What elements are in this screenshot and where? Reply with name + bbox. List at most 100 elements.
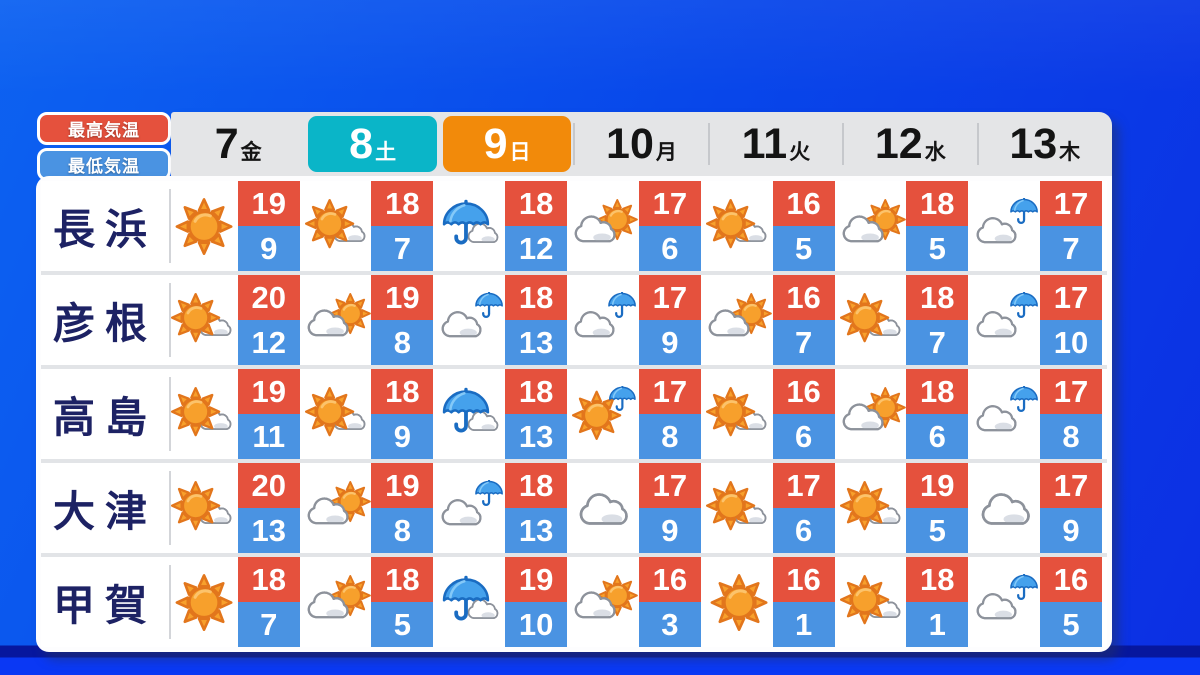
temperature-stack: 18 9 — [371, 369, 434, 459]
weekday-label: 日 — [509, 140, 531, 164]
cloudy-then-rainy-icon — [438, 275, 505, 365]
high-temp: 18 — [906, 557, 969, 602]
temperature-stack: 17 10 — [1039, 275, 1102, 365]
low-temp: 6 — [906, 414, 969, 459]
temperature-stack: 16 3 — [638, 557, 701, 647]
high-temp: 17 — [772, 463, 835, 508]
forecast-cell: 18 13 — [438, 275, 572, 365]
forecast-cell: 18 6 — [840, 369, 974, 459]
forecast-cell: 17 9 — [572, 275, 706, 365]
table-row: 甲賀 18 7 18 5 19 10 16 3 16 1 — [41, 557, 1107, 647]
row-separator — [41, 365, 1107, 369]
low-temp: 13 — [505, 320, 568, 365]
low-temp: 13 — [505, 414, 568, 459]
high-temp: 17 — [638, 369, 701, 414]
city-name-char: 浜 — [104, 205, 147, 253]
date-number: 9 — [483, 119, 508, 168]
weekday-label: 水 — [924, 140, 946, 164]
low-temp: 12 — [505, 226, 568, 271]
forecast-cell: 18 7 — [305, 181, 439, 271]
low-temp: 8 — [1039, 414, 1102, 459]
high-temp: 16 — [638, 557, 701, 602]
low-temp: 9 — [638, 320, 701, 365]
forecast-cell: 18 9 — [305, 369, 439, 459]
sunny-then-cloudy-icon — [305, 369, 372, 459]
high-temp: 18 — [906, 369, 969, 414]
forecast-cell: 17 10 — [973, 275, 1107, 365]
forecast-cell: 17 9 — [572, 463, 706, 553]
city-name: 高島 — [41, 369, 171, 459]
high-temp: 16 — [772, 275, 835, 320]
high-temp: 17 — [1039, 369, 1102, 414]
temperature-stack: 18 7 — [237, 557, 300, 647]
cloudy-then-sunny-icon — [572, 181, 639, 271]
sunny-then-cloudy-icon — [706, 369, 773, 459]
sunny-then-cloudy-icon — [839, 275, 907, 365]
cloudy-icon — [572, 463, 639, 553]
cloudy-then-sunny-icon — [305, 275, 372, 365]
forecast-cell: 19 11 — [171, 369, 305, 459]
temperature-stack: 17 8 — [1039, 369, 1102, 459]
low-temp: 10 — [1039, 320, 1102, 365]
high-temp: 18 — [906, 181, 969, 226]
high-temp: 18 — [505, 463, 568, 508]
low-temp: 8 — [371, 320, 434, 365]
cloudy-then-sunny-icon — [840, 181, 907, 271]
cloudy-then-rainy-icon — [572, 275, 639, 365]
row-separator — [41, 271, 1107, 275]
cloudy-then-rainy-icon — [973, 275, 1040, 365]
low-temp: 6 — [638, 226, 701, 271]
high-temp: 16 — [1039, 557, 1102, 602]
low-temp: 1 — [906, 602, 969, 647]
temperature-stack: 16 6 — [772, 369, 835, 459]
forecast-card: 7 金 8 土 9 日 10 月 11 火 12 水 13 木 長浜 19 9 18 7 18 12 17 6 — [36, 112, 1112, 652]
cloudy-then-sunny-icon — [840, 369, 907, 459]
low-temp: 9 — [237, 226, 300, 271]
temperature-stack: 18 7 — [906, 275, 969, 365]
low-temp: 13 — [505, 508, 568, 553]
forecast-cell: 17 8 — [572, 369, 706, 459]
sunny-then-cloudy-icon — [171, 275, 238, 365]
forecast-cell: 18 7 — [839, 275, 974, 365]
low-temp: 13 — [237, 508, 300, 553]
high-temp: 17 — [638, 463, 701, 508]
city-name-char: 長 — [53, 205, 96, 253]
low-temp: 9 — [638, 508, 701, 553]
date-header-cell: 13 木 — [976, 112, 1112, 176]
temperature-stack: 18 5 — [906, 181, 969, 271]
low-temp: 6 — [772, 508, 835, 553]
low-temp: 5 — [371, 602, 434, 647]
city-name: 大津 — [41, 463, 171, 553]
city-name-char: 島 — [104, 393, 147, 441]
forecast-cell: 20 13 — [171, 463, 305, 553]
low-temp: 7 — [371, 226, 434, 271]
temperature-stack: 19 5 — [906, 463, 969, 553]
low-temp: 7 — [772, 320, 835, 365]
temperature-stack: 18 13 — [505, 275, 568, 365]
high-temp: 18 — [906, 275, 969, 320]
high-temp: 17 — [1039, 275, 1102, 320]
forecast-cell: 18 13 — [438, 369, 572, 459]
forecast-cell: 16 1 — [706, 557, 840, 647]
high-temp: 16 — [772, 557, 835, 602]
cloudy-icon — [973, 463, 1040, 553]
high-temp: 17 — [638, 181, 701, 226]
low-temp: 9 — [1039, 508, 1102, 553]
high-temp: 20 — [237, 275, 300, 320]
cloudy-then-sunny-icon — [706, 275, 773, 365]
high-temp-legend-badge: 最高気温 — [37, 112, 171, 145]
sunny-then-cloudy-icon — [171, 463, 238, 553]
table-row: 高島 19 11 18 9 18 13 17 8 — [41, 369, 1107, 459]
high-temp: 18 — [371, 557, 434, 602]
sunny-icon — [171, 557, 238, 647]
forecast-cell: 19 10 — [438, 557, 572, 647]
forecast-cell: 16 5 — [973, 557, 1107, 647]
temperature-stack: 18 7 — [371, 181, 434, 271]
cloudy-then-sunny-icon — [572, 557, 639, 647]
row-separator — [41, 459, 1107, 463]
forecast-table: 長浜 19 9 18 7 18 12 17 6 16 5 — [36, 176, 1112, 652]
low-temp: 7 — [1039, 226, 1102, 271]
